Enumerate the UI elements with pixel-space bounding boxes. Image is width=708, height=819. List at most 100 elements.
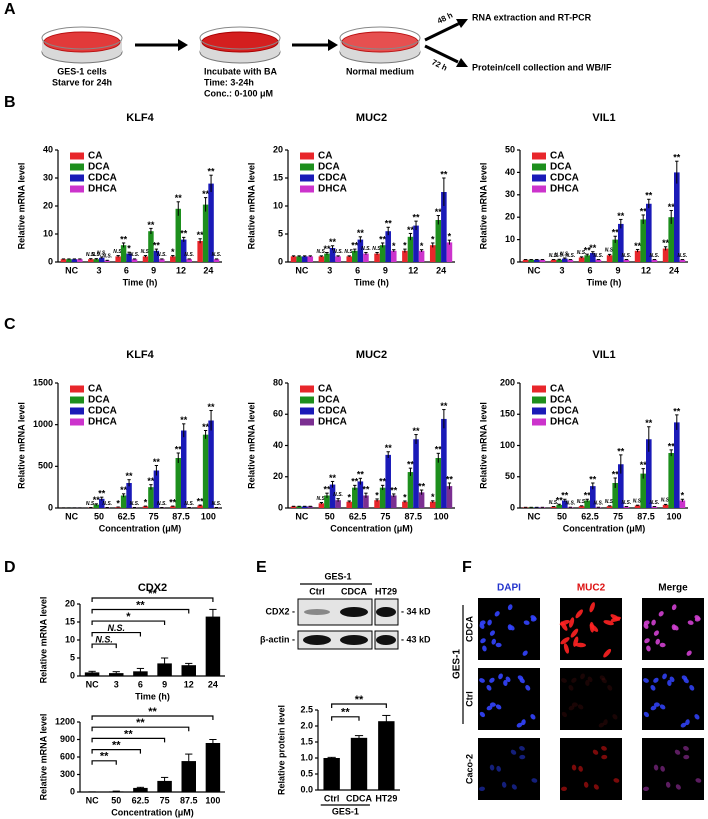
cell <box>650 705 657 711</box>
significance-bracket <box>91 643 117 649</box>
significance-label: N.S. <box>594 253 604 259</box>
cell <box>521 719 526 726</box>
bar <box>170 256 176 262</box>
y-axis-label: Relative mRNA level <box>246 163 256 250</box>
significance-label: * <box>448 232 452 242</box>
significance-label: ** <box>612 228 620 238</box>
bar <box>329 248 336 262</box>
y-tick-label: 50 <box>505 144 515 154</box>
bar <box>301 506 308 508</box>
significance-label: N.S. <box>86 252 96 258</box>
error-bar <box>325 492 329 498</box>
significance-label: ** <box>175 444 183 454</box>
significance-label: * <box>116 498 120 508</box>
error-bar <box>160 657 169 669</box>
error-bar <box>419 249 424 252</box>
cell <box>568 685 574 691</box>
significance-bracket <box>91 608 190 614</box>
significance-label: ** <box>634 241 642 251</box>
bar <box>640 219 646 262</box>
cell <box>511 784 517 790</box>
error-bar <box>154 465 159 476</box>
x-axis-label: Concentration (μM) <box>563 523 646 533</box>
bar <box>99 498 105 508</box>
cell <box>496 765 501 772</box>
chart-title: KLF4 <box>126 349 154 361</box>
legend-label: CDCA <box>318 406 347 417</box>
bar <box>441 418 447 508</box>
cell <box>577 704 584 710</box>
legend-swatch <box>300 385 314 393</box>
error-bar <box>386 226 390 236</box>
error-bar <box>127 251 131 255</box>
significance-label: N.S. <box>650 253 660 259</box>
cell <box>519 754 526 760</box>
significance-label: N.S. <box>107 623 125 633</box>
bar <box>567 259 574 262</box>
cell <box>522 650 528 656</box>
bar <box>556 259 562 262</box>
cell <box>486 705 493 711</box>
x-tick-label: 6 <box>138 679 143 689</box>
cell <box>575 609 583 619</box>
arrows <box>135 19 468 67</box>
error-bar <box>136 667 145 675</box>
branch-label: RNA extraction and RT-PCR <box>472 12 592 22</box>
significance-label: N.S. <box>633 499 643 505</box>
error-bar <box>327 756 336 759</box>
x-tick-label: 12 <box>184 679 194 689</box>
y-tick-label: 0 <box>278 256 283 266</box>
cell <box>669 676 675 683</box>
y-tick-label: 50 <box>505 471 515 481</box>
y-tick-label: 0 <box>510 502 515 512</box>
significance-label: ** <box>100 751 109 763</box>
significance-label: ** <box>407 460 415 470</box>
significance-label: N.S. <box>157 501 167 507</box>
legend-swatch <box>70 152 84 160</box>
significance-bracket <box>91 715 214 720</box>
bar <box>584 255 590 262</box>
significance-label: N.S. <box>577 250 587 256</box>
bar <box>578 506 585 508</box>
legend-swatch <box>300 407 314 415</box>
significance-label: N.S. <box>212 501 222 507</box>
significance-label: N.S. <box>113 249 123 255</box>
error-bar <box>380 242 385 248</box>
bar <box>335 500 341 508</box>
legend-label: DHCA <box>550 184 579 195</box>
step-label: Time: 3-24h <box>204 77 254 87</box>
error-bar <box>375 498 379 502</box>
legend-swatch <box>532 174 546 182</box>
bar <box>662 504 669 508</box>
cell <box>491 638 497 645</box>
blot-size: - 43 kD <box>401 634 431 644</box>
x-tick-label: NC <box>295 265 308 275</box>
x-tick-label: 62.5 <box>349 511 367 521</box>
y-tick-label: 10 <box>65 634 75 644</box>
error-bar <box>585 253 589 257</box>
cell <box>503 680 508 687</box>
micrograph-background <box>642 738 704 800</box>
y-tick-label: 20 <box>505 212 515 222</box>
error-bar <box>408 232 413 241</box>
bar <box>556 504 562 508</box>
legend-swatch <box>532 152 546 160</box>
cell <box>560 637 570 645</box>
error-bar <box>330 480 335 488</box>
x-tick-label: 50 <box>325 511 335 521</box>
significance-bracket <box>331 703 387 708</box>
significance-label: ** <box>351 477 359 487</box>
significance-label: ** <box>202 189 210 199</box>
bar <box>307 256 314 262</box>
error-bar <box>579 256 584 259</box>
error-bar <box>669 449 673 457</box>
significance-label: ** <box>329 237 337 247</box>
significance-label: ** <box>673 153 681 163</box>
significance-label: ** <box>153 457 161 467</box>
error-bar <box>347 500 351 503</box>
legend-swatch <box>300 174 314 182</box>
significance-label: * <box>126 611 131 623</box>
bar <box>606 255 613 262</box>
error-bar <box>436 215 440 225</box>
error-bar <box>198 504 202 506</box>
